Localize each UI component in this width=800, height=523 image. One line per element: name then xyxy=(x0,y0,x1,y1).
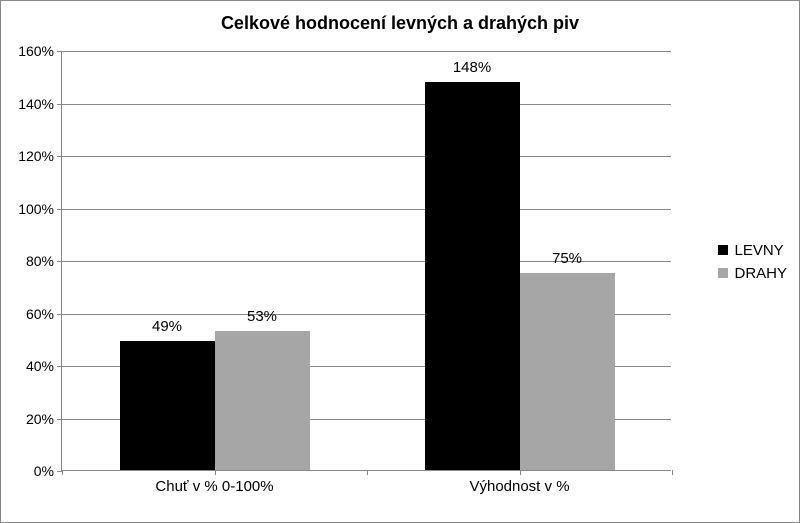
y-tick-mark xyxy=(57,51,62,52)
bar: 53% xyxy=(215,331,310,470)
plot-wrapper: 0%20%40%60%80%100%120%140%160%49%53%Chuť… xyxy=(61,51,671,471)
y-tick-mark xyxy=(57,261,62,262)
legend-label: DRAHY xyxy=(734,265,787,282)
plot-area: 0%20%40%60%80%100%120%140%160%49%53%Chuť… xyxy=(61,51,671,471)
x-category-label: Chuť v % 0-100% xyxy=(155,478,273,495)
bar: 75% xyxy=(520,273,615,470)
x-category-label: Výhodnost v % xyxy=(469,478,569,495)
chart-title: Celkové hodnocení levných a drahých piv xyxy=(1,1,799,42)
legend-item: LEVNY xyxy=(718,242,787,259)
legend-swatch xyxy=(718,245,728,255)
legend-label: LEVNY xyxy=(734,242,783,259)
x-tick-mark xyxy=(215,470,216,475)
y-tick-label: 20% xyxy=(26,411,54,427)
gridline xyxy=(62,51,671,52)
chart-container: Celkové hodnocení levných a drahých piv … xyxy=(0,0,800,523)
y-tick-label: 100% xyxy=(18,201,54,217)
y-tick-label: 80% xyxy=(26,253,54,269)
y-tick-label: 0% xyxy=(34,463,54,479)
y-tick-mark xyxy=(57,104,62,105)
bar-value-label: 49% xyxy=(152,318,182,335)
gridline xyxy=(62,104,671,105)
y-tick-mark xyxy=(57,209,62,210)
y-tick-mark xyxy=(57,156,62,157)
y-tick-label: 120% xyxy=(18,148,54,164)
gridline xyxy=(62,156,671,157)
y-tick-label: 140% xyxy=(18,96,54,112)
x-tick-mark xyxy=(520,470,521,475)
y-tick-label: 60% xyxy=(26,306,54,322)
y-tick-mark xyxy=(57,366,62,367)
bar: 49% xyxy=(120,341,215,470)
y-tick-label: 160% xyxy=(18,43,54,59)
bar-value-label: 148% xyxy=(453,59,491,76)
gridline xyxy=(62,209,671,210)
y-tick-label: 40% xyxy=(26,358,54,374)
legend-swatch xyxy=(718,268,728,278)
legend: LEVNY DRAHY xyxy=(718,236,787,288)
legend-item: DRAHY xyxy=(718,265,787,282)
x-tick-mark xyxy=(367,470,368,475)
bar: 148% xyxy=(425,82,520,471)
y-tick-mark xyxy=(57,314,62,315)
y-tick-mark xyxy=(57,419,62,420)
x-tick-mark xyxy=(62,470,63,475)
bar-value-label: 53% xyxy=(247,308,277,325)
x-tick-mark xyxy=(672,470,673,475)
bar-value-label: 75% xyxy=(552,250,582,267)
